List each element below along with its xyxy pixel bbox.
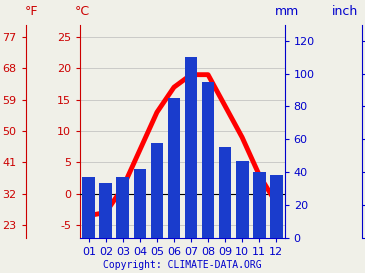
Bar [253, 172, 265, 238]
Bar [236, 161, 249, 238]
Bar [82, 177, 95, 238]
Bar [201, 82, 214, 238]
Text: Copyright: CLIMATE-DATA.ORG: Copyright: CLIMATE-DATA.ORG [103, 260, 262, 270]
Bar [134, 169, 146, 238]
Bar [185, 57, 197, 238]
Bar [168, 98, 180, 238]
Bar [150, 143, 164, 238]
Bar [99, 183, 112, 238]
Bar [270, 175, 283, 238]
Text: inch: inch [332, 5, 358, 18]
Text: °F: °F [24, 5, 38, 18]
Text: mm: mm [274, 5, 299, 18]
Bar [219, 147, 231, 238]
Text: °C: °C [74, 5, 90, 18]
Bar [116, 177, 129, 238]
